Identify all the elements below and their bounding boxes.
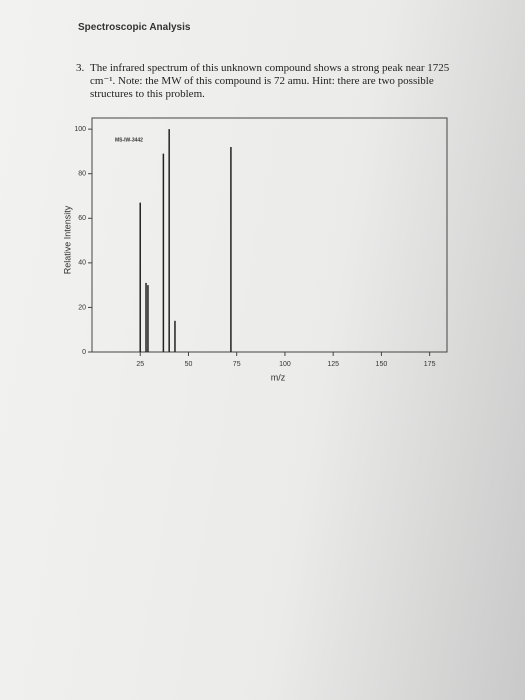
- question: 3. The infrared spectrum of this unknown…: [76, 62, 476, 101]
- x-tick-label: 150: [376, 361, 388, 368]
- x-tick-label: 25: [136, 361, 144, 368]
- x-axis-label: m/z: [271, 372, 286, 382]
- question-text: The infrared spectrum of this unknown co…: [90, 62, 450, 100]
- y-axis-label: Relative Intensity: [62, 205, 72, 274]
- x-tick-label: 75: [233, 361, 241, 368]
- title: Spectroscopic Analysis: [78, 22, 191, 33]
- y-tick-label: 20: [78, 304, 86, 311]
- x-tick-label: 50: [185, 361, 193, 368]
- y-tick-label: 80: [78, 171, 86, 178]
- annotation: MS-IW-3442: [115, 137, 143, 143]
- y-tick-label: 0: [82, 349, 86, 356]
- plot-frame: [91, 117, 448, 353]
- question-number: 3.: [76, 62, 85, 74]
- x-tick-label: 125: [327, 361, 339, 368]
- y-tick-label: 60: [78, 215, 86, 222]
- y-tick-label: 40: [78, 260, 86, 267]
- x-tick-label: 100: [279, 361, 291, 368]
- x-tick-label: 175: [424, 361, 436, 368]
- y-tick-label: 100: [74, 126, 86, 133]
